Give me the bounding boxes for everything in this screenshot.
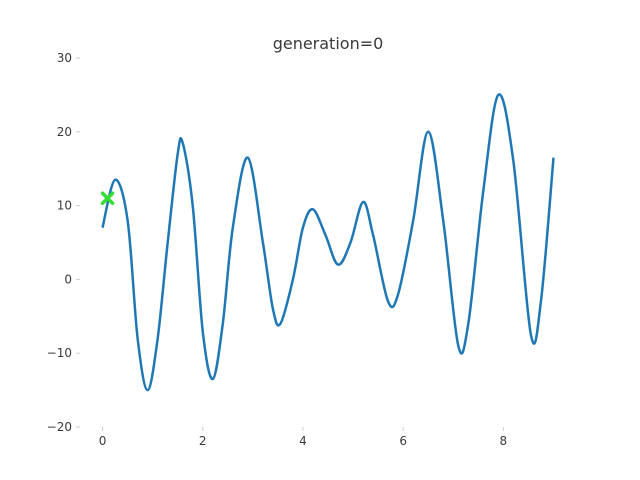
y-tick-label: 20 [57, 125, 72, 139]
y-tick-label: −10 [47, 346, 72, 360]
y-tick-label: 0 [64, 272, 72, 286]
y-tick-label: −20 [47, 420, 72, 434]
y-axis-ticks: −20 −10 0 10 20 30 [47, 51, 80, 434]
y-tick-label: 30 [57, 51, 72, 65]
marker-layer [100, 191, 115, 205]
x-tick-label: 8 [500, 434, 508, 448]
series-layer [101, 93, 555, 392]
x-tick-label: 0 [99, 434, 107, 448]
x-axis-ticks: 0 2 4 6 8 [99, 427, 507, 448]
scatter-marker [100, 191, 115, 205]
x-tick-label: 2 [199, 434, 207, 448]
y-tick-label: 10 [57, 199, 72, 213]
series-line [101, 93, 555, 392]
x-tick-label: 6 [399, 434, 407, 448]
chart-title: generation=0 [273, 34, 384, 53]
x-tick-label: 4 [299, 434, 307, 448]
